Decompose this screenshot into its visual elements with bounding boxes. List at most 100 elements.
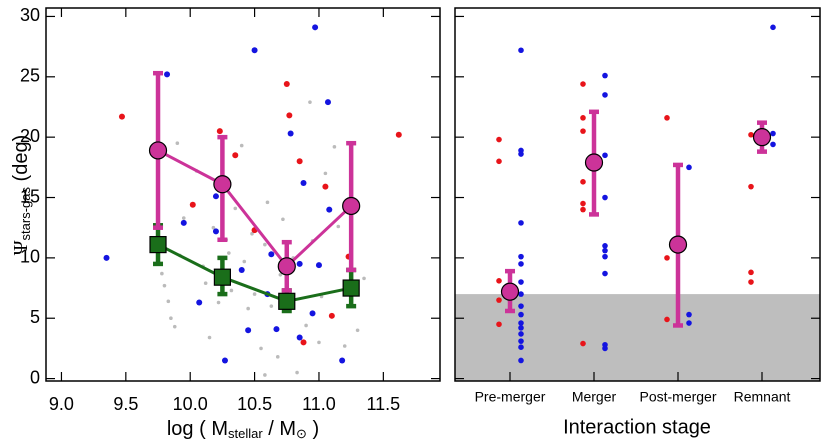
category-label: Remnant: [734, 389, 791, 405]
data-point: [233, 206, 238, 211]
data-point: [203, 281, 208, 286]
data-point: [265, 200, 270, 205]
data-point: [322, 183, 329, 190]
data-point: [180, 219, 187, 226]
data-point: [496, 297, 502, 303]
data-point: [748, 279, 754, 285]
data-point: [355, 328, 360, 333]
mean-circle: [752, 128, 772, 147]
data-point: [686, 311, 692, 318]
data-point: [278, 272, 283, 277]
data-point: [518, 253, 524, 260]
category-label: Pre-merger: [475, 389, 546, 405]
x-label-sub: stellar: [228, 426, 263, 441]
data-point: [342, 344, 347, 348]
mean-circle: [277, 257, 296, 276]
data-point: [273, 326, 280, 333]
data-point: [175, 141, 180, 145]
x-label-part: / M: [263, 418, 296, 440]
data-point: [103, 254, 110, 261]
data-point: [326, 206, 333, 213]
data-point: [580, 206, 586, 213]
data-point: [580, 115, 586, 121]
data-point: [770, 24, 776, 31]
data-point: [308, 100, 312, 104]
data-point: [362, 276, 366, 281]
data-point: [251, 47, 258, 54]
data-point: [239, 143, 244, 148]
data-point: [518, 338, 524, 344]
data-point: [315, 262, 322, 269]
y-label-unit: (deg): [10, 135, 32, 187]
x-axis-label: log ( Mstellar / M⊙ ): [167, 418, 319, 441]
data-point: [164, 71, 171, 78]
data-point: [287, 130, 294, 137]
data-point: [602, 270, 608, 277]
data-point: [518, 303, 524, 309]
x-label-part: log ( M: [167, 418, 228, 440]
data-point: [602, 253, 608, 260]
data-point: [496, 158, 502, 165]
data-point: [336, 224, 341, 229]
data-point: [229, 288, 234, 293]
data-point: [323, 171, 328, 176]
data-point: [296, 158, 303, 165]
data-point: [283, 81, 290, 88]
data-point: [748, 183, 754, 190]
data-point: [263, 242, 267, 247]
data-point: [227, 251, 231, 255]
data-point: [748, 131, 754, 138]
data-point: [518, 311, 524, 318]
plot-frame: [454, 7, 821, 382]
data-point: [686, 320, 692, 326]
data-point: [518, 261, 524, 267]
data-point: [242, 259, 247, 264]
mean-circle: [584, 153, 604, 172]
data-point: [664, 255, 670, 261]
data-point: [770, 130, 776, 137]
data-point: [118, 113, 125, 120]
mean-circle: [213, 175, 232, 194]
data-point: [268, 251, 275, 258]
data-point: [189, 201, 196, 208]
data-point: [518, 331, 524, 337]
mean-circle: [342, 196, 361, 216]
data-point: [275, 355, 280, 359]
data-point: [580, 340, 586, 347]
data-point: [602, 243, 608, 249]
plot-frame: [45, 7, 441, 382]
x-tick-label: 9.5: [113, 394, 138, 414]
category-label: Post-merger: [639, 389, 716, 405]
data-point: [286, 112, 293, 119]
data-point: [269, 304, 274, 308]
mean-square: [149, 235, 167, 254]
data-point: [312, 24, 319, 31]
mean-square: [213, 268, 231, 286]
mean-square: [342, 279, 360, 297]
x-axis-label-right: Interaction stage: [563, 416, 711, 438]
data-point: [207, 335, 212, 340]
data-point: [580, 81, 586, 87]
category-label: Merger: [572, 389, 617, 405]
data-point: [496, 321, 502, 328]
y-tick-label: 10: [20, 247, 40, 267]
data-point: [259, 346, 263, 351]
y-label-sub: stars-gas: [18, 187, 33, 241]
data-point: [281, 217, 285, 222]
mean-square: [278, 292, 296, 310]
mean-line: [157, 149, 353, 269]
mean-line: [157, 243, 352, 303]
y-tick-label: 5: [30, 307, 40, 327]
data-point: [518, 47, 524, 54]
data-point: [212, 228, 219, 235]
data-point: [395, 131, 402, 138]
data-point: [295, 370, 299, 375]
data-point: [332, 145, 337, 149]
data-point: [580, 128, 586, 134]
data-point: [496, 278, 502, 284]
data-point: [602, 247, 608, 254]
data-point: [232, 152, 239, 159]
y-tick-label: 0: [30, 367, 40, 387]
x-tick-label: 9.0: [49, 394, 74, 414]
